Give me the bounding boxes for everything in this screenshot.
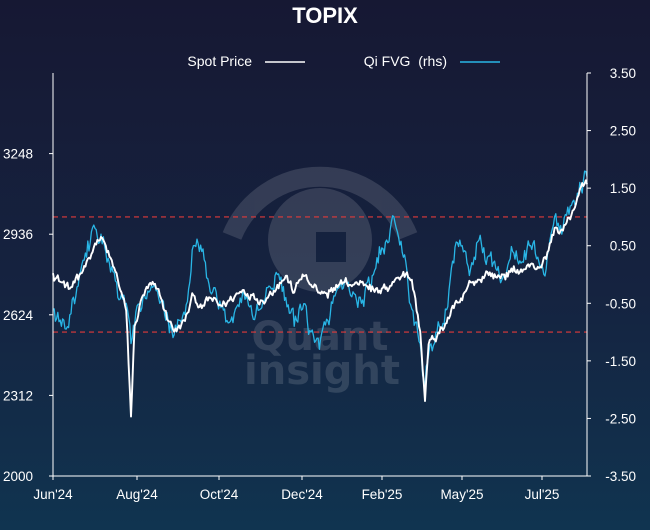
series-layer: [52, 170, 588, 418]
watermark: Quant insight: [222, 166, 418, 394]
y-right-tick-label-7: 3.50: [610, 66, 636, 81]
y-right-tick-label-3: -0.50: [605, 296, 636, 311]
y-right-tick-label-6: 2.50: [610, 124, 636, 139]
y-left-tick-label-1: 2312: [3, 388, 33, 403]
watermark-logo-icon: [222, 166, 418, 292]
series-line-qi-fvg: [52, 170, 588, 391]
legend-label-qi-fvg: Qi FVG (rhs): [364, 53, 447, 69]
x-tick-label-5: May'25: [440, 487, 483, 502]
series-line-spot-price: [52, 179, 588, 418]
y-right-tick-label-0: -3.50: [605, 469, 636, 484]
legend-label-spot-price: Spot Price: [187, 53, 252, 69]
y-left-tick-label-2: 2624: [3, 308, 34, 323]
x-tick-label-3: Dec'24: [281, 487, 323, 502]
x-tick-label-0: Jun'24: [33, 487, 73, 502]
y-left-tick-label-0: 2000: [3, 469, 33, 484]
reference-lines: [53, 216, 587, 333]
y-right-tick-label-4: 0.50: [610, 239, 636, 254]
watermark-text-quant: Quant: [251, 314, 388, 360]
axes: [49, 72, 591, 480]
x-tick-label-2: Oct'24: [200, 487, 239, 502]
legend: Spot Price Qi FVG (rhs): [187, 53, 500, 69]
y-right-tick-label-1: -2.50: [605, 411, 636, 426]
x-tick-label-1: Aug'24: [116, 487, 158, 502]
watermark-text-insight: insight: [244, 348, 400, 394]
x-tick-label-6: Jul'25: [525, 487, 560, 502]
x-tick-label-4: Feb'25: [362, 487, 403, 502]
tick-labels: 2000 2312 2624 2936 3248 -3.50 -2.50 -1.50 -0.50…: [3, 66, 636, 502]
y-right-tick-label-5: 1.50: [610, 181, 636, 196]
chart-title: TOPIX: [292, 3, 358, 28]
y-left-tick-label-4: 3248: [3, 147, 33, 162]
y-left-tick-label-3: 2936: [3, 227, 33, 242]
y-right-tick-label-2: -1.50: [605, 354, 636, 369]
